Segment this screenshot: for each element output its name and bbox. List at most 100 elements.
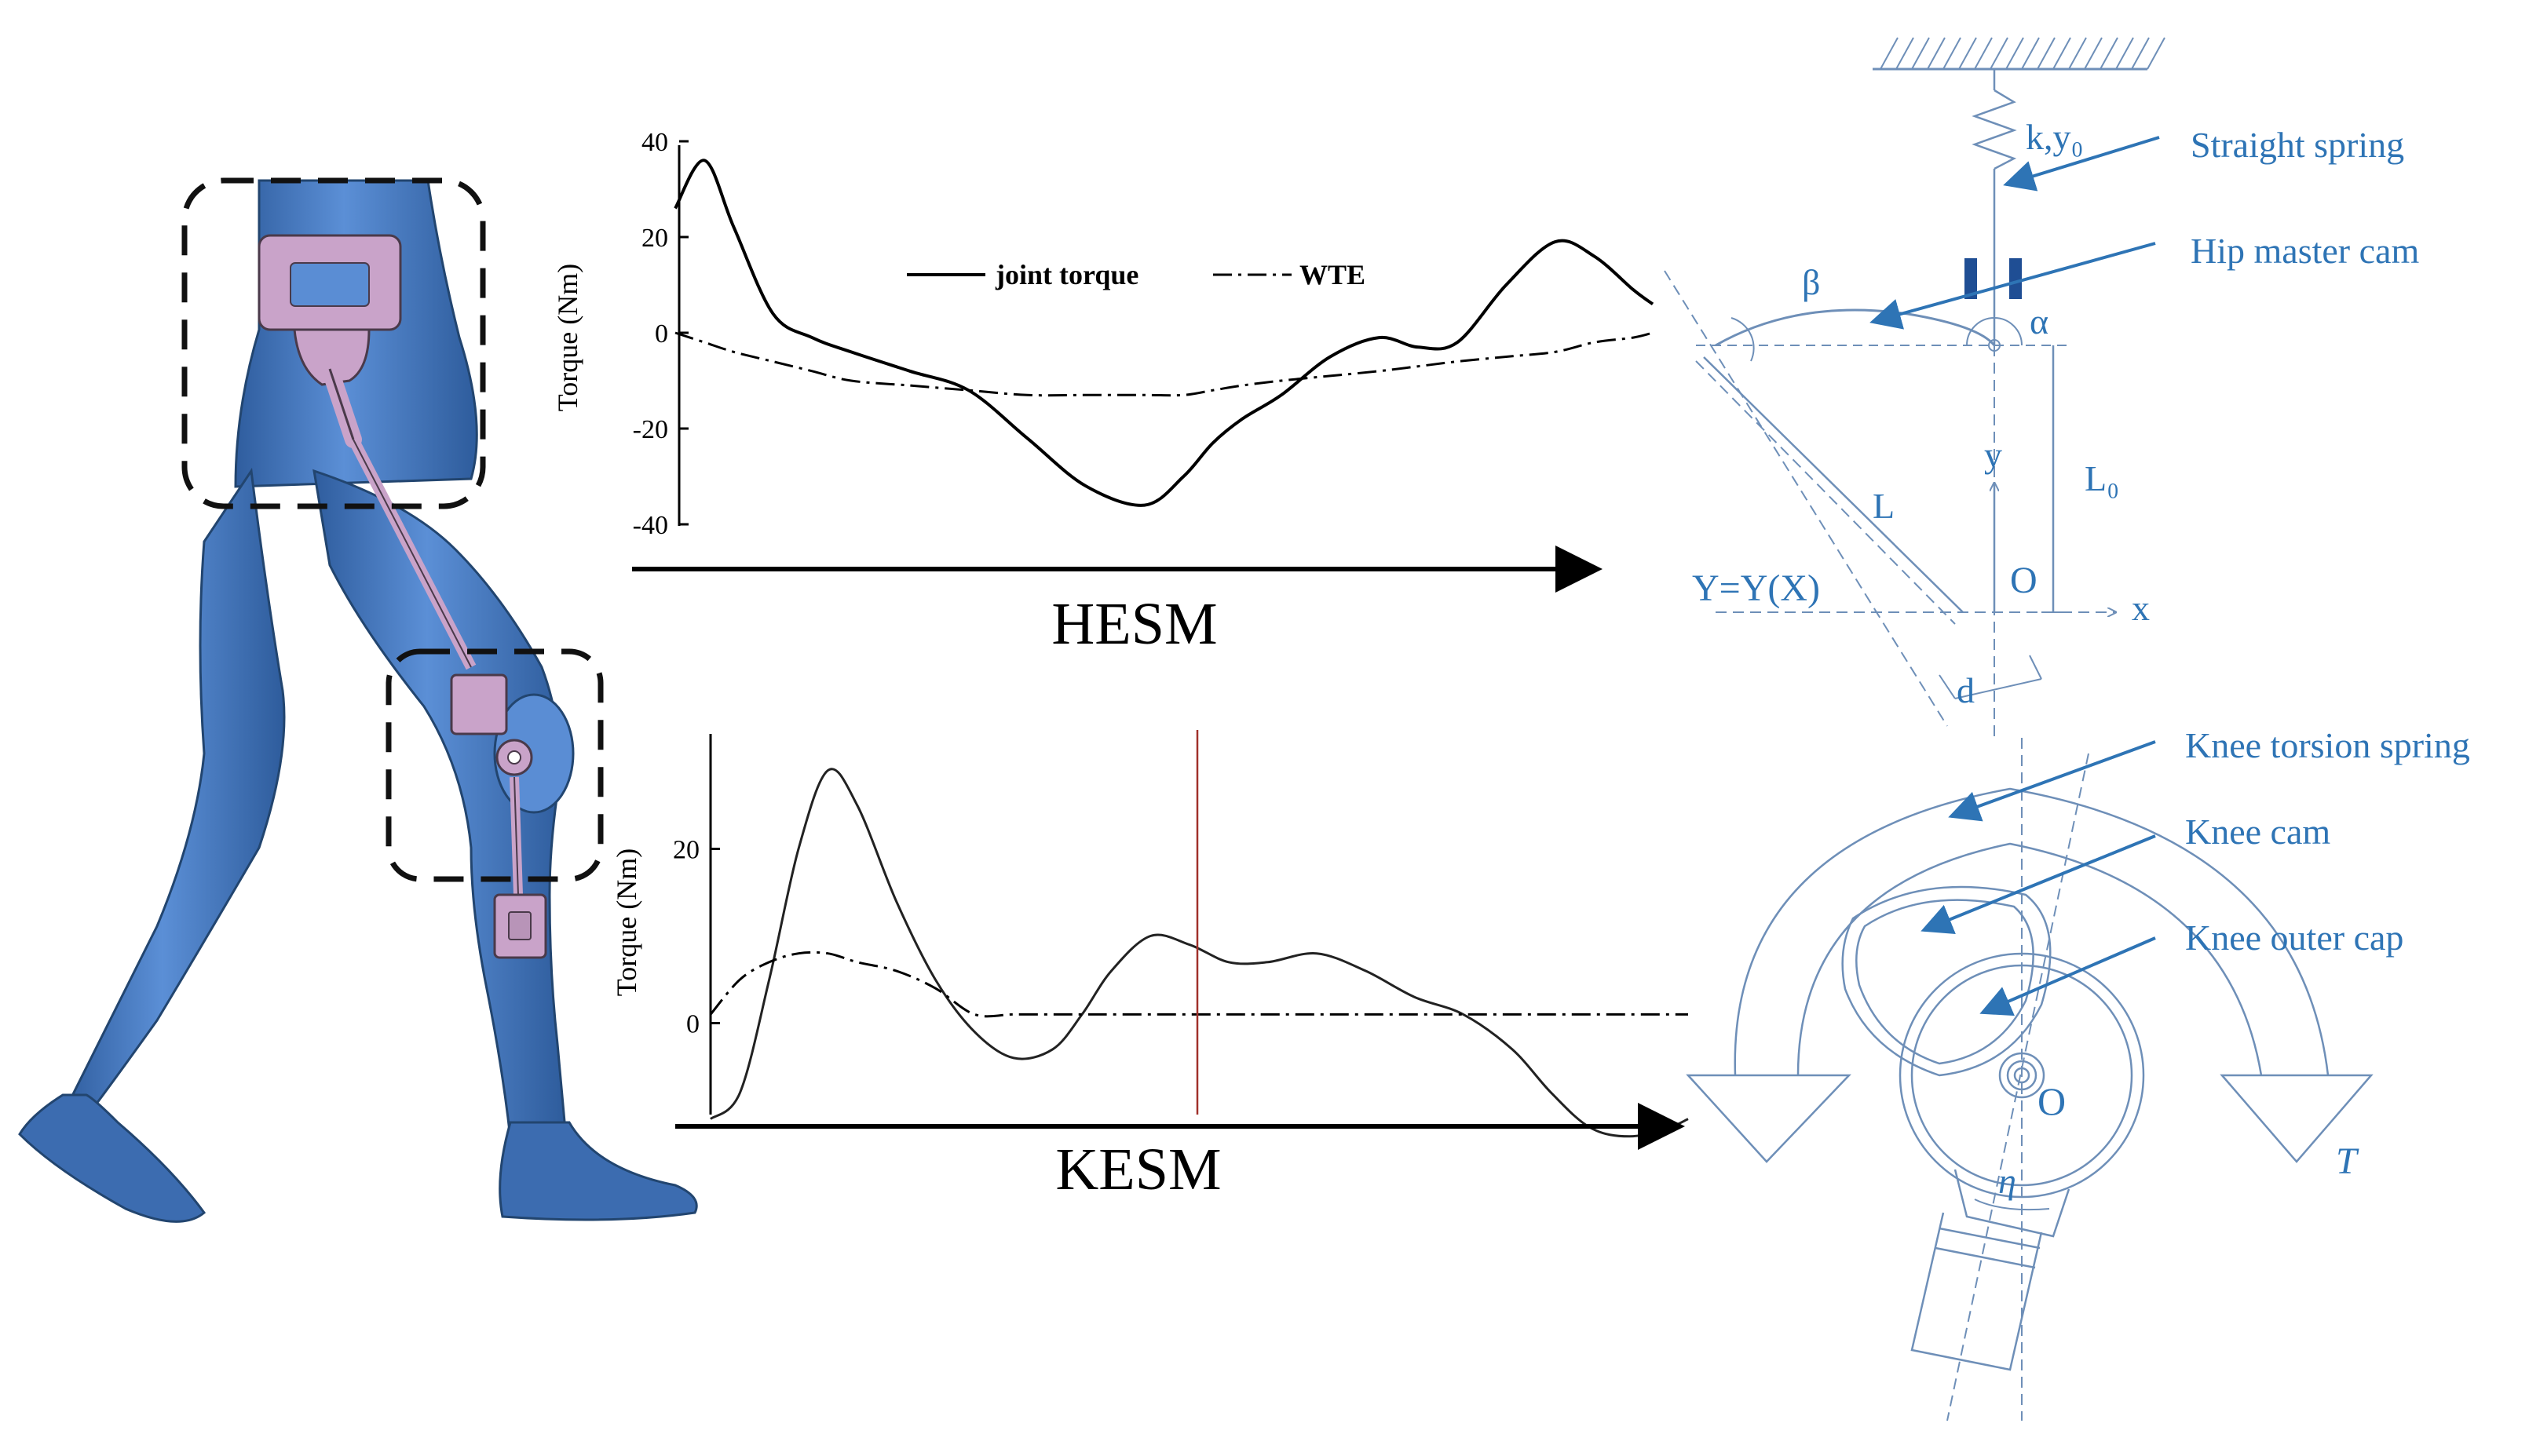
hatch-line bbox=[2115, 37, 2134, 70]
eta-label: η bbox=[1998, 1161, 2016, 1201]
shank-bar-outline bbox=[513, 776, 519, 896]
kesm-chart: 20 0 Torque (Nm) KESM bbox=[611, 730, 1689, 1202]
hatch-line bbox=[1927, 37, 1946, 70]
spring-param-label: k,y₀ bbox=[2026, 117, 2084, 157]
front-leg bbox=[312, 469, 567, 1140]
knee-origin-label: O bbox=[2037, 1079, 2066, 1123]
hip-master-cam-leader bbox=[1869, 242, 2156, 330]
hesm-y-label: Torque (Nm) bbox=[552, 264, 583, 411]
hatch-line bbox=[2021, 37, 2040, 70]
kesm-torque-line bbox=[709, 768, 1689, 1138]
hatch-line bbox=[2068, 37, 2087, 70]
hesm-tick-label: 20 bbox=[641, 224, 668, 253]
knee-pad bbox=[450, 673, 508, 735]
shank-link-body bbox=[1910, 1212, 2043, 1371]
hatch-line bbox=[1990, 37, 2008, 70]
hesm-tick-label: -40 bbox=[633, 511, 668, 540]
knee-torsion-spring-label: Knee torsion spring bbox=[2185, 725, 2470, 765]
hatch-line bbox=[2037, 37, 2056, 70]
torsion-arrowhead-right bbox=[2220, 1074, 2374, 1163]
kesm-tick-label: 20 bbox=[673, 836, 700, 865]
lever-dashed-1 bbox=[1664, 270, 1948, 727]
callout-lines bbox=[1869, 136, 2160, 1016]
hatch-line bbox=[1942, 37, 1961, 70]
torque-t-label: T bbox=[2336, 1140, 2359, 1182]
hesm-title: HESM bbox=[1051, 591, 1217, 657]
lever-L bbox=[1703, 356, 1964, 613]
knee-cam-outer bbox=[1841, 885, 2052, 1077]
front-foot bbox=[499, 1121, 698, 1221]
shank-link-neck bbox=[1953, 1169, 2070, 1238]
rod-guide-left bbox=[1964, 258, 1977, 299]
hesm-legend-joint-label: joint torque bbox=[995, 259, 1138, 290]
hatch-line bbox=[1911, 37, 1930, 70]
shank-link-band-2 bbox=[1935, 1246, 2036, 1269]
alpha-label: α bbox=[2030, 301, 2048, 341]
thigh-bar-outline bbox=[353, 439, 472, 668]
hatch-line bbox=[1958, 37, 1977, 70]
hesm-legend-wte-label: WTE bbox=[1299, 259, 1365, 290]
hesm-tick-label: 0 bbox=[655, 319, 668, 348]
kesm-wte-line bbox=[709, 951, 1688, 1018]
knee-outer-cap-label: Knee outer cap bbox=[2185, 918, 2403, 958]
knee-cam-inner bbox=[1855, 899, 2034, 1065]
ground-hatch bbox=[1880, 37, 2165, 70]
hatch-line bbox=[1880, 37, 1899, 70]
shank-link-band-1 bbox=[1939, 1227, 2041, 1250]
back-leg bbox=[60, 467, 286, 1117]
torsion-arrowhead-left bbox=[1686, 1074, 1851, 1163]
knee-cam-label: Knee cam bbox=[2185, 812, 2330, 852]
l-label: L bbox=[1873, 486, 1895, 526]
kesm-tick-label: 0 bbox=[686, 1010, 700, 1039]
ankle-pad-window bbox=[508, 911, 532, 940]
knee-torsion-spring-leader bbox=[1948, 740, 2156, 822]
hatch-line bbox=[2052, 37, 2071, 70]
hatch-line bbox=[2005, 37, 2024, 70]
knee-outer-cap-leader bbox=[1979, 936, 2156, 1016]
beta-label: β bbox=[1802, 262, 1820, 302]
torsion-spring-inner-arc bbox=[1796, 842, 2263, 1076]
straight-spring-leader bbox=[2003, 136, 2160, 192]
y-axis-label: y bbox=[1984, 435, 2002, 475]
d-dimension-tick-2 bbox=[2029, 655, 2042, 680]
alpha-arc bbox=[1966, 317, 2023, 346]
hatch-line bbox=[2100, 37, 2118, 70]
spring-zigzag bbox=[1972, 89, 2017, 170]
hatch-line bbox=[2084, 37, 2103, 70]
knee-schematic-labels: O T η bbox=[1998, 1079, 2359, 1201]
beta-arc bbox=[1730, 317, 1755, 362]
hatch-line bbox=[2131, 37, 2150, 70]
rod-guide-right bbox=[2009, 258, 2022, 299]
hip-schematic-labels: k,y₀ β α y L₀ L O Y=Y(X) x d bbox=[1692, 117, 2150, 710]
d-label: d bbox=[1957, 670, 1975, 710]
hip-highlight-box bbox=[181, 177, 486, 509]
d-dimension-tick-1 bbox=[1939, 674, 1956, 699]
knee-joint-hub bbox=[507, 750, 521, 764]
hip-schematic bbox=[1664, 37, 2165, 738]
x-axis-label: x bbox=[2132, 588, 2150, 628]
hip-master-cam-label: Hip master cam bbox=[2191, 231, 2419, 271]
hatch-line bbox=[2147, 37, 2165, 70]
hesm-wte-line bbox=[674, 331, 1654, 397]
kesm-y-label: Torque (Nm) bbox=[611, 848, 642, 996]
hip-rod-outline bbox=[328, 368, 355, 440]
origin-label: O bbox=[2010, 560, 2037, 601]
exoskeleton-illustration bbox=[18, 177, 698, 1223]
l0-label: L₀ bbox=[2085, 458, 2119, 498]
torsion-spring-outer-arc bbox=[1734, 787, 2330, 1076]
lever-dashed-2 bbox=[1695, 360, 1956, 625]
straight-spring-label: Straight spring bbox=[2191, 125, 2404, 165]
d-dimension bbox=[1954, 678, 2042, 699]
hip-pad-window bbox=[290, 262, 370, 307]
curve-label: Y=Y(X) bbox=[1692, 567, 1820, 609]
hesm-tick-label: -20 bbox=[633, 415, 668, 444]
knee-cam-leader bbox=[1921, 834, 2156, 934]
hesm-joint-torque-line bbox=[674, 159, 1654, 507]
callout-labels: Straight spring Hip master cam Knee tors… bbox=[2185, 125, 2470, 958]
knee-tilted-axis bbox=[1946, 753, 2089, 1421]
eta-arc bbox=[1974, 1199, 2050, 1211]
hatch-line bbox=[1895, 37, 1914, 70]
hatch-line bbox=[1974, 37, 1993, 70]
hesm-tick-label: 40 bbox=[641, 128, 668, 157]
